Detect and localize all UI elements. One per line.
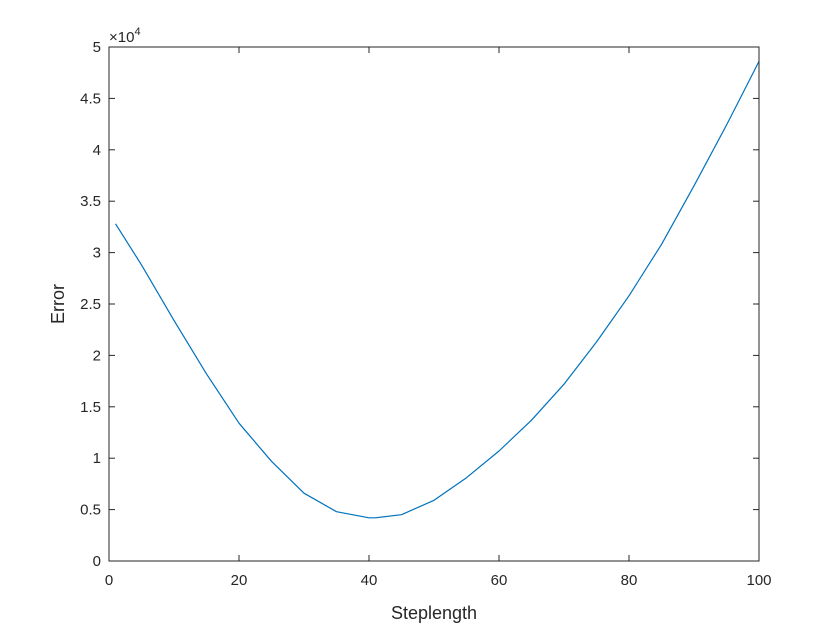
- x-tick-label: 20: [231, 572, 248, 589]
- x-tick-label: 60: [491, 572, 508, 589]
- y-axis-multiplier: ×104: [109, 26, 141, 46]
- ticks-layer: 0 20 40 60 80 100 0 0.5 1 1.5 2 2.5 3 3.5 4 4.5 5: [80, 39, 771, 589]
- y-tick-label: 3: [93, 245, 101, 262]
- y-tick-label: 3.5: [80, 193, 101, 210]
- y-tick-label: 0: [93, 553, 101, 570]
- y-tick-label: 5: [93, 39, 101, 56]
- y-axis-label: Error: [48, 284, 68, 324]
- y-tick-label: 1: [93, 450, 101, 467]
- series-line: [114, 61, 760, 519]
- y-tick-label: 2: [93, 347, 101, 364]
- x-tick-label: 0: [105, 572, 113, 589]
- y-tick-label: 2.5: [80, 296, 101, 313]
- y-tick-label: 4.5: [80, 90, 101, 107]
- x-tick-label: 100: [746, 572, 771, 589]
- x-tick-label: 40: [361, 572, 378, 589]
- y-tick-label: 4: [93, 142, 101, 159]
- plot-area-box: [108, 46, 760, 562]
- y-tick-label: 1.5: [80, 399, 101, 416]
- y-tick-label: 0.5: [80, 502, 101, 519]
- x-axis-label: Steplength: [391, 603, 477, 623]
- x-tick-label: 80: [621, 572, 638, 589]
- series-layer: [114, 61, 760, 519]
